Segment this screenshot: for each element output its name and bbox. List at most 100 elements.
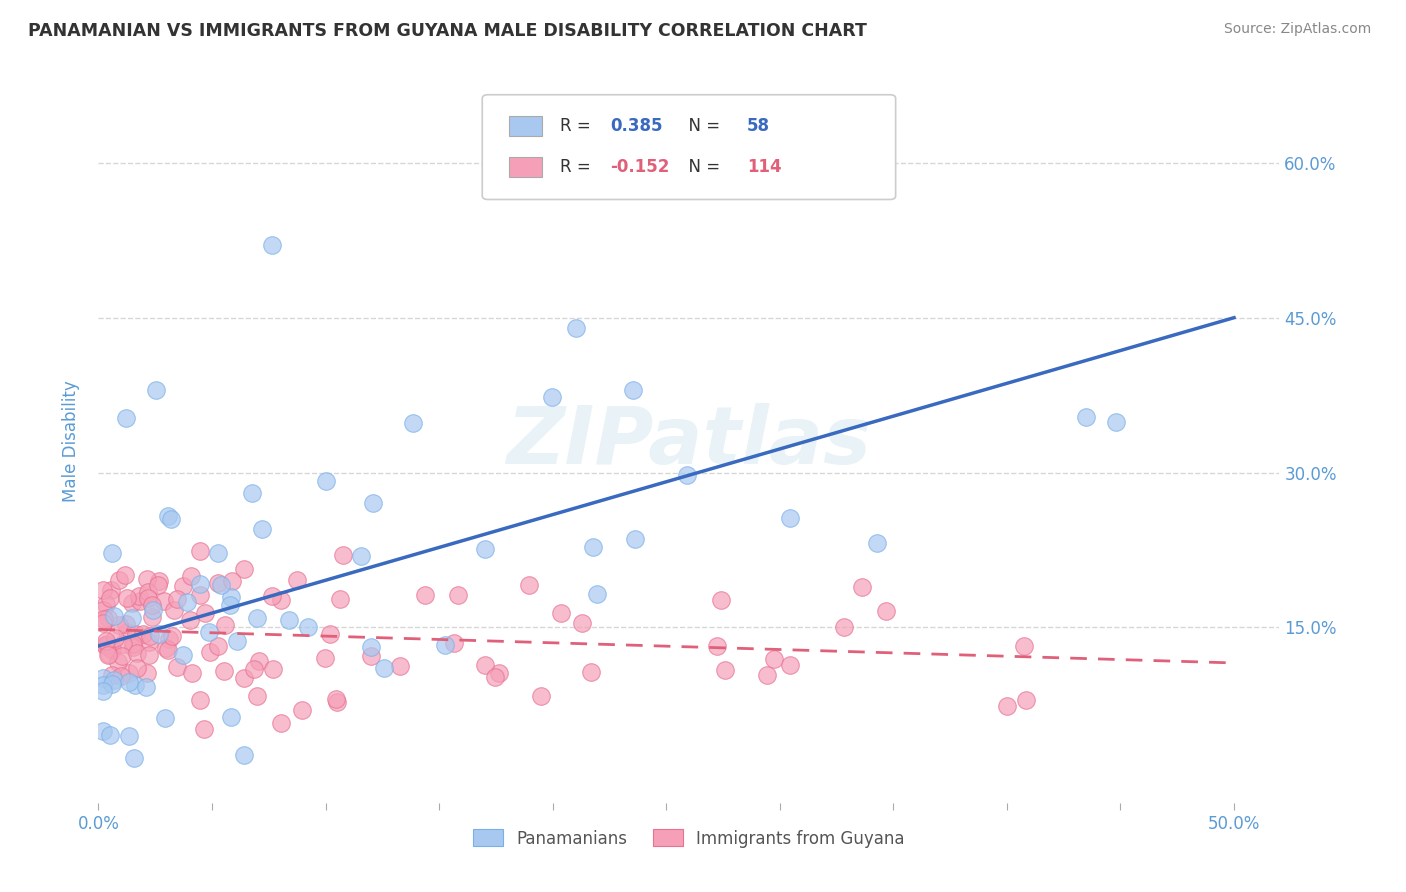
Point — [832, 620, 855, 634]
Point — [91, 684, 114, 698]
Point — [93, 612, 115, 626]
Point — [1076, 409, 1098, 424]
Point — [100, 546, 122, 560]
Point — [118, 729, 141, 743]
Point — [97, 611, 120, 625]
Point — [756, 667, 779, 681]
Text: R =: R = — [560, 117, 596, 135]
Point — [136, 665, 159, 680]
Point — [155, 641, 177, 656]
Point — [104, 632, 127, 646]
Point — [350, 549, 373, 563]
Point — [1012, 639, 1035, 653]
Point — [138, 634, 160, 648]
Point — [209, 578, 232, 592]
Point — [115, 625, 138, 640]
Point — [193, 722, 215, 736]
Point — [246, 689, 269, 703]
Point — [124, 750, 146, 764]
Point — [242, 662, 264, 676]
Point — [207, 576, 229, 591]
Point — [122, 637, 145, 651]
Point — [141, 610, 163, 624]
FancyBboxPatch shape — [509, 157, 543, 178]
Point — [101, 668, 124, 682]
Point — [332, 549, 354, 563]
Point — [779, 657, 801, 672]
Point — [101, 677, 124, 691]
Point — [121, 596, 143, 610]
Point — [1105, 415, 1128, 429]
Point — [160, 629, 183, 643]
Point — [135, 572, 157, 586]
Point — [319, 627, 342, 641]
Point — [214, 618, 236, 632]
Point — [100, 583, 122, 598]
Point — [139, 629, 162, 643]
Point — [373, 661, 395, 675]
Point — [108, 617, 131, 632]
Point — [484, 670, 506, 684]
Text: 58: 58 — [747, 117, 770, 135]
Point — [188, 588, 211, 602]
Point — [166, 660, 188, 674]
Point — [291, 703, 314, 717]
Point — [111, 649, 134, 664]
Point — [363, 496, 385, 510]
Point — [851, 580, 873, 594]
Point — [270, 715, 292, 730]
Point — [550, 607, 572, 621]
Point — [218, 598, 240, 612]
Point — [866, 535, 889, 549]
Point — [114, 567, 136, 582]
Point — [270, 593, 292, 607]
Point — [565, 321, 588, 335]
Point — [297, 619, 319, 633]
Point — [138, 648, 160, 662]
Point — [103, 673, 125, 687]
Text: ZIPatlas: ZIPatlas — [506, 402, 872, 481]
Point — [188, 543, 211, 558]
Point — [148, 627, 170, 641]
Point — [172, 579, 194, 593]
Legend: Panamanians, Immigrants from Guyana: Panamanians, Immigrants from Guyana — [465, 821, 912, 856]
Point — [540, 390, 562, 404]
Point — [517, 578, 540, 592]
Text: 114: 114 — [747, 158, 782, 176]
Point — [277, 613, 299, 627]
Point — [207, 546, 229, 560]
FancyBboxPatch shape — [482, 95, 896, 200]
Point — [101, 640, 124, 655]
Text: PANAMANIAN VS IMMIGRANTS FROM GUYANA MALE DISABILITY CORRELATION CHART: PANAMANIAN VS IMMIGRANTS FROM GUYANA MAL… — [28, 22, 868, 40]
Point — [709, 593, 731, 607]
Point — [250, 522, 273, 536]
Point — [125, 627, 148, 641]
Text: N =: N = — [678, 117, 725, 135]
Point — [148, 574, 170, 589]
Point — [136, 584, 159, 599]
Point — [176, 595, 198, 609]
Point — [232, 747, 254, 762]
Point — [389, 658, 412, 673]
Point — [488, 666, 510, 681]
Point — [474, 658, 496, 673]
Point — [94, 634, 117, 648]
Point — [91, 678, 114, 692]
Point — [127, 646, 149, 660]
Point — [132, 627, 155, 641]
Text: -0.152: -0.152 — [610, 158, 669, 176]
Point — [94, 639, 117, 653]
Point — [179, 613, 201, 627]
Point — [285, 573, 308, 587]
Point — [763, 652, 786, 666]
Point — [875, 604, 897, 618]
Point — [325, 695, 347, 709]
Point — [586, 587, 609, 601]
Point — [226, 633, 249, 648]
Point — [624, 532, 647, 546]
Y-axis label: Male Disability: Male Disability — [62, 381, 80, 502]
Point — [91, 615, 114, 630]
Point — [96, 637, 118, 651]
FancyBboxPatch shape — [509, 116, 543, 136]
Point — [122, 640, 145, 655]
